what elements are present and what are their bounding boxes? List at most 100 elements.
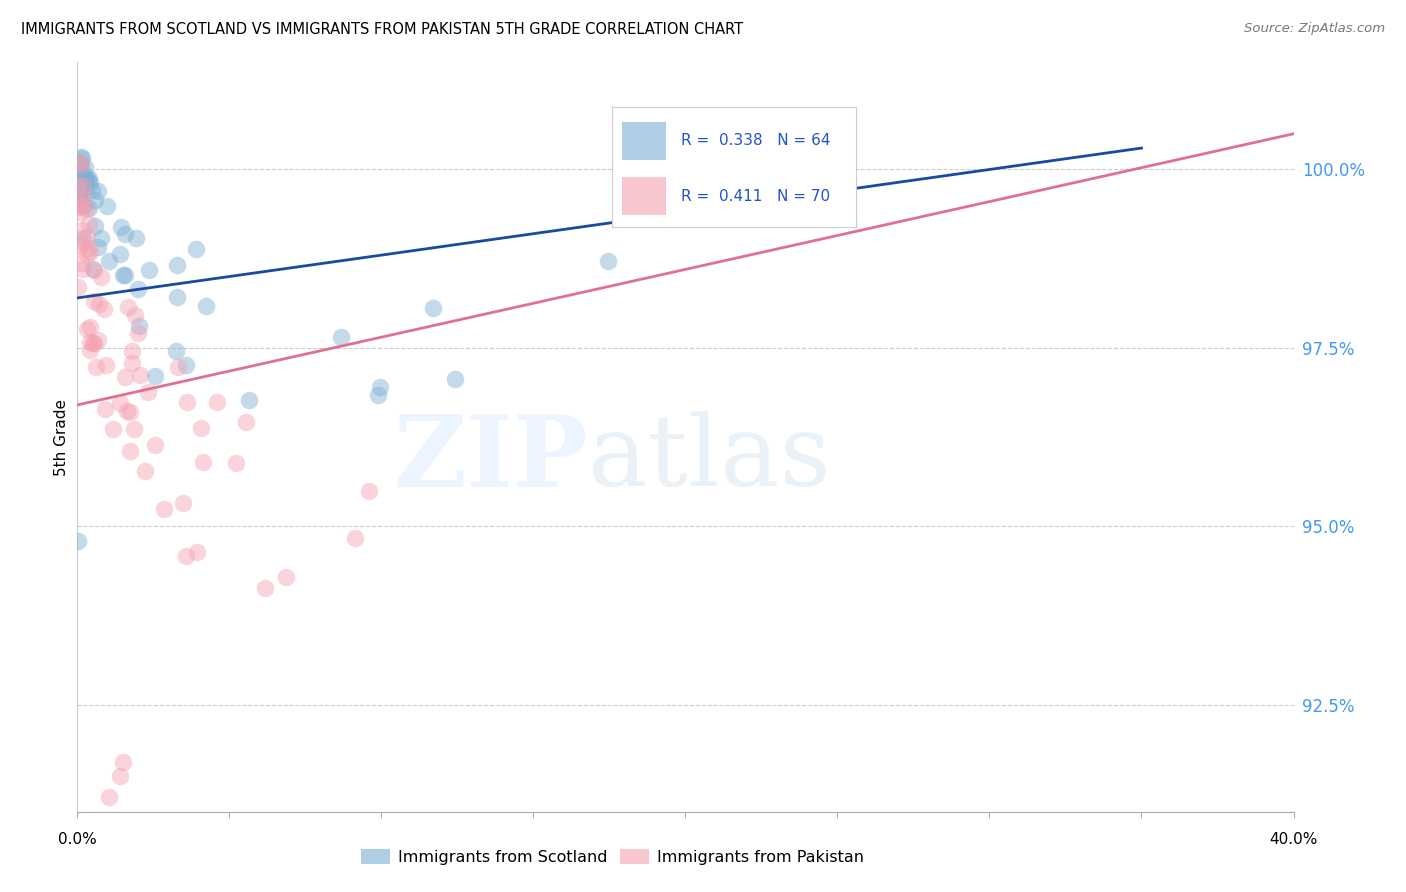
Point [598,254,620,268]
Point [73,197,96,211]
Point [66,156,89,170]
Point [67,190,90,204]
Point [127,283,149,297]
Point [70,223,93,237]
Point [69,175,91,189]
Point [124,231,146,245]
Point [174,358,197,372]
Point [86,333,108,347]
Point [66,199,89,213]
Point [165,343,187,358]
Point [253,581,276,595]
Point [75,202,97,216]
Point [72,230,94,244]
Point [73,181,96,195]
Point [70,256,93,270]
Point [97,253,120,268]
Point [143,368,166,383]
Point [66,183,89,197]
Point [121,356,143,370]
Point [96,199,118,213]
Point [76,241,98,255]
Point [121,344,143,359]
Point [66,191,89,205]
Point [79,244,101,259]
Point [67,178,90,193]
Point [112,755,135,769]
Point [94,401,117,416]
Point [82,262,104,277]
Point [67,192,90,206]
Point [176,395,198,409]
Point [93,302,115,317]
Point [79,176,101,190]
Point [194,299,217,313]
Point [166,258,188,272]
Point [329,330,352,344]
Point [79,319,101,334]
Point [96,358,118,372]
Point [70,235,93,249]
Text: atlas: atlas [588,412,831,508]
Point [153,501,176,516]
Point [422,301,444,315]
Point [66,200,89,214]
Point [110,396,132,410]
Point [128,368,150,383]
Point [69,150,91,164]
Point [69,175,91,189]
Point [69,196,91,211]
Point [134,464,156,478]
Point [114,227,136,242]
Point [274,570,297,584]
Point [83,294,105,309]
Point [73,173,96,187]
Point [72,179,94,194]
Point [117,301,139,315]
Point [128,318,150,333]
Point [174,549,197,563]
Point [122,422,145,436]
Point [87,184,110,198]
Point [76,321,98,335]
Point [67,174,90,188]
Point [67,181,90,195]
Point [90,270,112,285]
Text: 40.0%: 40.0% [1270,831,1317,847]
Legend: Immigrants from Scotland, Immigrants from Pakistan: Immigrants from Scotland, Immigrants fro… [354,842,870,871]
Point [67,154,90,169]
Point [114,268,136,282]
Point [114,370,136,384]
Point [76,247,98,261]
Point [172,496,194,510]
Point [108,246,131,260]
Point [138,384,160,399]
Text: IMMIGRANTS FROM SCOTLAND VS IMMIGRANTS FROM PAKISTAN 5TH GRADE CORRELATION CHART: IMMIGRANTS FROM SCOTLAND VS IMMIGRANTS F… [21,22,744,37]
Point [70,182,93,196]
Point [82,335,104,350]
Text: Source: ZipAtlas.com: Source: ZipAtlas.com [1244,22,1385,36]
Point [83,263,105,277]
Point [67,183,90,197]
Point [344,531,367,545]
Point [70,169,93,183]
Point [70,161,93,175]
Point [111,268,134,283]
Point [67,197,90,211]
Point [77,201,100,215]
Point [444,372,467,386]
Point [69,239,91,253]
Point [67,164,90,178]
Point [124,308,146,322]
Point [90,231,112,245]
Point [186,545,208,559]
Point [67,186,90,201]
Point [238,393,260,408]
Point [72,191,94,205]
Point [77,171,100,186]
Point [80,182,103,196]
Point [83,219,105,233]
Point [191,455,214,469]
Point [367,388,389,402]
Point [108,769,131,783]
